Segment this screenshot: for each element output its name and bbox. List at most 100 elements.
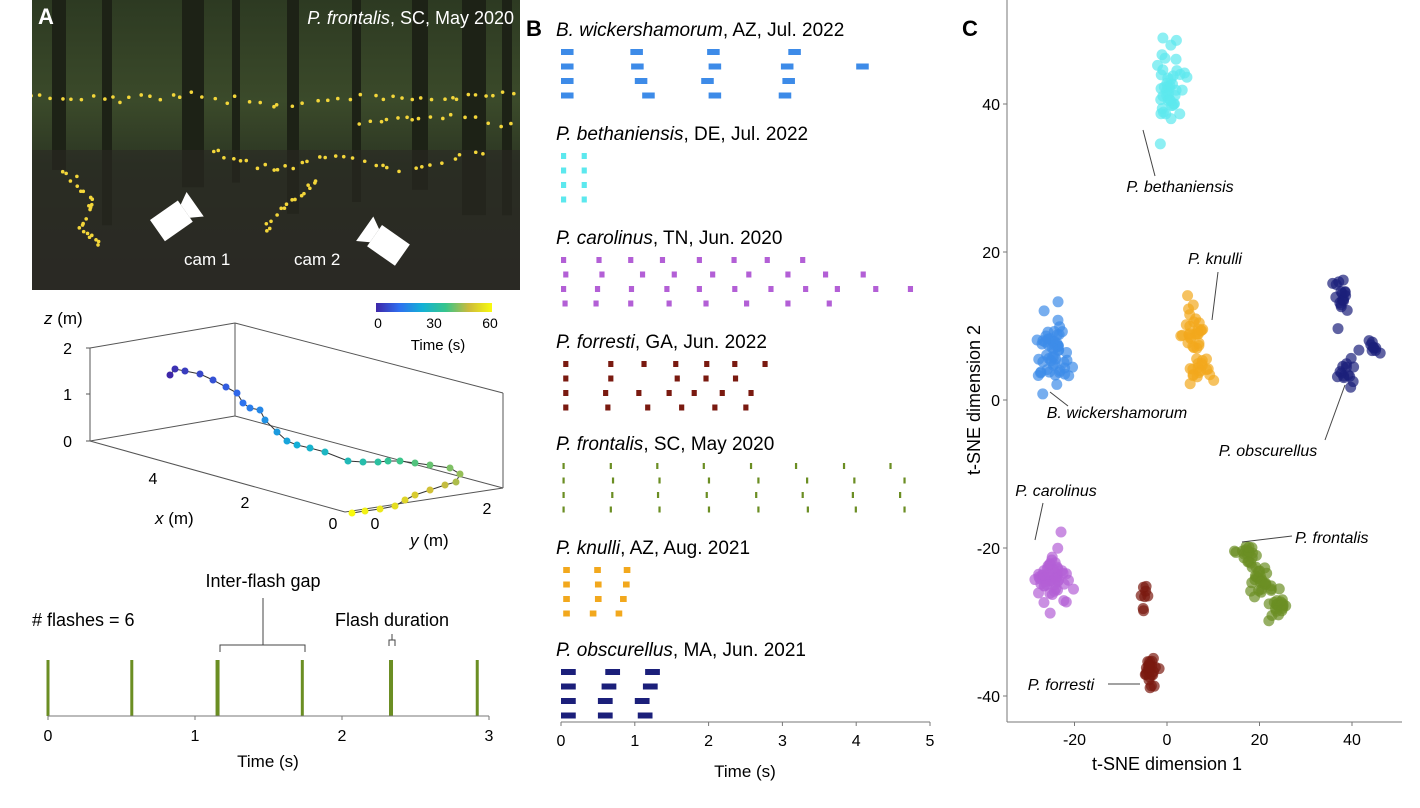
- x-tick: 0: [329, 516, 338, 533]
- firefly-flash-dot: [381, 163, 385, 168]
- tsne-point: [1259, 579, 1271, 591]
- panel-c-tsne-scatter: C -20 0 20 40 -40 -20 0 20 40 P. bethaniensis B. …: [962, 0, 1402, 774]
- flash-mark: [581, 167, 587, 174]
- flash-mark: [749, 463, 753, 469]
- flash-mark: [780, 63, 794, 70]
- species-title: P. bethaniensis, DE, Jul. 2022: [556, 124, 808, 145]
- firefly-flash-dot: [325, 98, 330, 103]
- panel-label-c: C: [962, 16, 978, 41]
- firefly-flash-dot: [441, 116, 445, 121]
- firefly-flash-dot: [368, 119, 373, 124]
- gap-bracket: [219, 598, 306, 652]
- flash-mark: [732, 375, 739, 382]
- firefly-flash-dot: [428, 163, 432, 167]
- firefly-flash-dot: [291, 166, 296, 171]
- firefly-flash-dot: [94, 237, 98, 242]
- flash-mark: [596, 257, 602, 263]
- firefly-flash-dot: [61, 97, 65, 101]
- firefly-flash-dot: [267, 226, 272, 231]
- tsne-point: [1263, 615, 1275, 627]
- firefly-flash-dot: [484, 94, 488, 98]
- firefly-flash-dot: [48, 96, 52, 101]
- cluster-label: P. obscurellus: [1219, 443, 1317, 460]
- y-axis-label: t-SNE dimension 2: [964, 325, 984, 475]
- x-tick-label: 20: [1251, 732, 1269, 749]
- flash-mark: [594, 581, 602, 588]
- tree-trunk: [412, 0, 428, 190]
- firefly-flash-dot: [279, 206, 283, 211]
- x-tick-label: 0: [44, 728, 53, 745]
- tsne-point: [1060, 596, 1072, 608]
- flash-mark: [642, 683, 658, 690]
- flash-mark: [755, 492, 758, 498]
- trajectory-point: [376, 505, 384, 513]
- flash-mark: [561, 257, 567, 263]
- firefly-flash-dot: [37, 93, 42, 97]
- flash-mark: [563, 610, 570, 617]
- flash-mark: [628, 286, 635, 292]
- firefly-flash-dot: [405, 115, 409, 120]
- flash-mark: [712, 404, 718, 411]
- firefly-flash-dot: [481, 152, 485, 156]
- firefly-flash-dot: [211, 149, 216, 154]
- tsne-point: [1058, 578, 1070, 590]
- tsne-point: [1061, 346, 1073, 358]
- panel-b-flash-patterns: B B. wickershamorum, AZ, Jul. 2022 P. bet…: [526, 16, 935, 781]
- trajectory-point: [233, 389, 241, 397]
- tsne-point: [1038, 597, 1050, 609]
- tsne-point: [1052, 314, 1064, 326]
- y-axis-label: y (m): [409, 531, 449, 550]
- firefly-flash-dot: [486, 121, 491, 126]
- firefly-flash-dot: [87, 235, 92, 240]
- tsne-point: [1148, 680, 1160, 692]
- x-tick-label: 1: [191, 728, 200, 745]
- panel-a-photo: A P. frontalis, SC, May 2020 cam 1 cam 2: [32, 0, 520, 290]
- firefly-flash-dot: [68, 179, 73, 183]
- tsne-point: [1191, 328, 1203, 340]
- tsne-point: [1245, 585, 1257, 597]
- flash-mark: [842, 463, 846, 469]
- tsne-point: [1137, 603, 1149, 615]
- firefly-flash-dot: [81, 229, 86, 234]
- flash-mark: [562, 506, 565, 513]
- firefly-flash-dot: [32, 94, 33, 98]
- firefly-flash-dot: [272, 168, 276, 172]
- species-title: P. obscurellus, MA, Jun. 2021: [556, 640, 806, 661]
- tsne-point: [1046, 342, 1058, 354]
- cam1-label: cam 1: [184, 250, 231, 269]
- tsne-point: [1039, 580, 1051, 592]
- flash-mark: [611, 477, 615, 484]
- firefly-flash-dot: [428, 115, 433, 119]
- flash-mark: [615, 610, 623, 617]
- forest-photo: [32, 0, 520, 290]
- tsne-point: [1029, 574, 1041, 586]
- firefly-flash-dot: [316, 98, 320, 103]
- tsne-point: [1052, 296, 1064, 308]
- trajectory-point: [256, 406, 264, 414]
- tsne-point: [1176, 84, 1188, 96]
- trajectory-point: [293, 441, 301, 449]
- flash-mark: [757, 506, 760, 513]
- tsne-point: [1052, 542, 1064, 554]
- firefly-flash-dot: [275, 213, 279, 217]
- firefly-flash-dot: [306, 183, 310, 187]
- flash-mark: [903, 477, 906, 484]
- flash-mark: [701, 78, 714, 84]
- flash-mark: [785, 300, 791, 307]
- flash-mark: [674, 375, 680, 382]
- flash-mark: [762, 361, 768, 367]
- firefly-flash-dot: [238, 159, 243, 163]
- flash-mark: [743, 404, 749, 411]
- trajectory-point: [209, 376, 217, 384]
- tsne-point: [1182, 290, 1194, 302]
- flash-bar: [46, 660, 50, 716]
- tree-trunk: [232, 0, 240, 183]
- flash-mark: [806, 506, 809, 513]
- firefly-flash-dot: [60, 169, 65, 174]
- x-tick: 2: [241, 495, 250, 512]
- flash-mark: [601, 683, 617, 690]
- flash-mark: [561, 683, 576, 690]
- inter-flash-gap-label: Inter-flash gap: [205, 571, 320, 591]
- flash-mark: [707, 506, 711, 513]
- trajectory-point: [446, 464, 454, 472]
